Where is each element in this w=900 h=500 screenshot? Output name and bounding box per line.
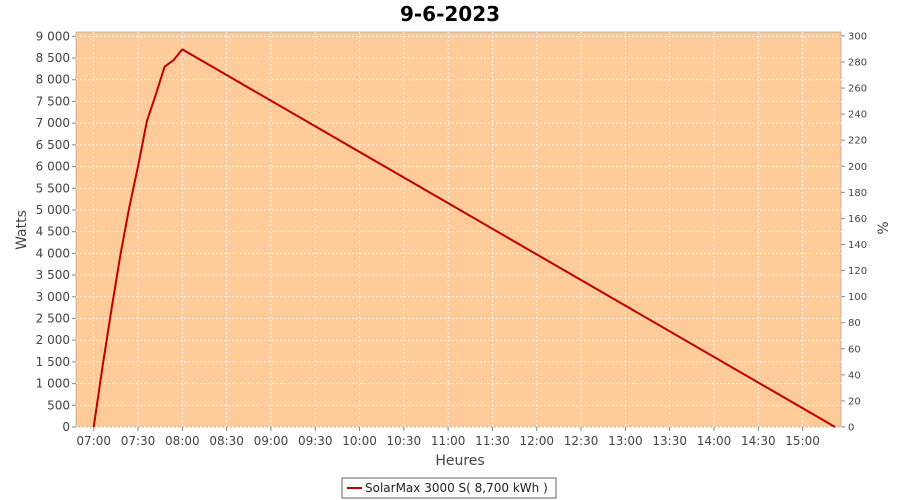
x-tick-label: 10:30 bbox=[387, 434, 422, 448]
y2-tick-label: 120 bbox=[848, 266, 867, 277]
y-tick-label: 6 000 bbox=[36, 160, 70, 174]
x-tick-label: 08:30 bbox=[209, 434, 244, 448]
x-tick-label: 13:30 bbox=[652, 434, 687, 448]
y2-axis-ticks: 0 20 40 60 80 100 120 140 160 180 200 220 240 260 280 3… bbox=[841, 31, 867, 434]
y-tick-label: 0 bbox=[62, 420, 70, 434]
y2-tick-label: 220 bbox=[848, 136, 867, 147]
y-tick-label: 3 500 bbox=[36, 268, 70, 282]
x-tick-label: 09:00 bbox=[254, 434, 289, 448]
x-tick-label: 12:00 bbox=[519, 434, 554, 448]
x-tick-label: 12:30 bbox=[564, 434, 599, 448]
y-tick-label: 4 500 bbox=[36, 225, 70, 239]
legend-box bbox=[341, 477, 557, 499]
x-tick-label: 11:30 bbox=[475, 434, 510, 448]
y-tick-label: 8 500 bbox=[36, 51, 70, 65]
legend: SolarMax 3000 S( 8,700 kWh ) bbox=[341, 477, 557, 499]
x-tick-label: 13:00 bbox=[608, 434, 643, 448]
y-axis-label: Watts bbox=[14, 210, 30, 250]
y2-axis-label: % bbox=[876, 221, 892, 234]
x-tick-label: 15:00 bbox=[785, 434, 820, 448]
x-tick-label: 07:30 bbox=[121, 434, 156, 448]
plot-area bbox=[75, 31, 842, 428]
y-tick-label: 6 500 bbox=[36, 138, 70, 152]
y2-tick-label: 100 bbox=[848, 292, 867, 303]
y2-tick-label: 240 bbox=[848, 110, 867, 121]
y2-tick-label: 180 bbox=[848, 188, 867, 199]
series-layer bbox=[92, 48, 836, 428]
y-tick-label: 7 000 bbox=[36, 116, 70, 130]
y2-tick-label: 280 bbox=[848, 57, 867, 68]
y2-tick-label: 200 bbox=[848, 162, 867, 173]
x-tick-label: 08:00 bbox=[165, 434, 200, 448]
legend-entry: SolarMax 3000 S( 8,700 kWh ) bbox=[365, 481, 548, 495]
x-tick-label: 07:00 bbox=[76, 434, 111, 448]
x-tick-label: 10:00 bbox=[342, 434, 377, 448]
x-tick-label: 14:00 bbox=[697, 434, 732, 448]
y2-tick-label: 40 bbox=[848, 370, 861, 381]
y-tick-label: 5 500 bbox=[36, 181, 70, 195]
y2-tick-label: 260 bbox=[848, 84, 867, 95]
y2-tick-label: 20 bbox=[848, 396, 861, 407]
y-tick-label: 4 000 bbox=[36, 246, 70, 260]
grid-lines bbox=[76, 32, 841, 428]
y2-tick-label: 80 bbox=[848, 318, 861, 329]
y-tick-label: 7 500 bbox=[36, 94, 70, 108]
x-axis-label: Heures bbox=[435, 453, 484, 469]
y2-tick-label: 140 bbox=[848, 240, 867, 251]
chart-title: 9-6-2023 bbox=[400, 2, 500, 26]
y-tick-label: 2 000 bbox=[36, 333, 70, 347]
y2-tick-label: 160 bbox=[848, 214, 867, 225]
y-tick-label: 2 500 bbox=[36, 311, 70, 325]
y-tick-label: 5 000 bbox=[36, 203, 70, 217]
y-tick-label: 1 500 bbox=[36, 355, 70, 369]
y-tick-label: 9 000 bbox=[36, 29, 70, 43]
series-line bbox=[92, 48, 836, 428]
y-tick-label: 8 000 bbox=[36, 73, 70, 87]
x-tick-label: 09:30 bbox=[298, 434, 333, 448]
y-tick-label: 1 000 bbox=[36, 377, 70, 391]
y-axis-ticks: 0 500 1 000 1 500 2 000 2 500 3 000 3 500 4 000 4… bbox=[36, 29, 76, 434]
x-tick-label: 11:00 bbox=[431, 434, 466, 448]
y-tick-label: 3 000 bbox=[36, 290, 70, 304]
y2-tick-label: 0 bbox=[848, 423, 854, 434]
y2-tick-label: 300 bbox=[848, 31, 867, 42]
x-tick-label: 14:30 bbox=[741, 434, 776, 448]
y2-tick-label: 60 bbox=[848, 344, 861, 355]
x-axis-ticks: 07:00 07:30 08:00 08:30 09:00 09:30 10:00 10:30… bbox=[76, 427, 820, 448]
y-tick-label: 500 bbox=[47, 398, 70, 412]
